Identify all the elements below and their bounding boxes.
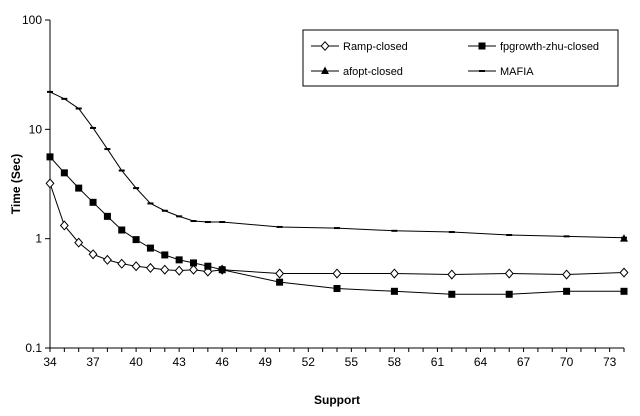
data-point	[620, 287, 628, 295]
data-point	[203, 266, 213, 277]
data-point	[160, 264, 170, 275]
x-tick-label: 34	[43, 355, 57, 369]
data-point	[145, 262, 155, 273]
data-point	[218, 266, 226, 274]
data-point	[447, 269, 457, 280]
x-tick-label: 61	[431, 355, 445, 369]
data-point	[190, 259, 197, 267]
data-point	[333, 285, 341, 293]
series-line	[49, 91, 625, 239]
x-tick-label: 58	[388, 355, 402, 369]
x-tick-label: 52	[302, 355, 316, 369]
y-axis-ticks: 0.1 1 10 100	[22, 13, 50, 355]
data-point	[563, 287, 571, 295]
series-fpgrowth-zhu-closed	[46, 153, 628, 298]
x-tick-label: 46	[216, 355, 230, 369]
x-tick-label: 73	[603, 355, 617, 369]
y-tick-label: 0.1	[25, 341, 42, 355]
x-tick-label: 64	[474, 355, 488, 369]
data-point	[389, 268, 399, 279]
legend-box	[302, 29, 619, 87]
y-tick-label: 100	[22, 13, 42, 27]
data-point	[102, 254, 112, 265]
data-point	[275, 268, 285, 279]
legend-item: Ramp-closed	[311, 40, 408, 53]
data-point	[46, 153, 54, 161]
legend-item: fpgrowth-zhu-closed	[468, 41, 599, 53]
series-mafia	[47, 90, 627, 239]
legend: Ramp-closed fpgrowth-zhu-closed afopt-clos…	[302, 29, 619, 87]
series-ramp-closed	[45, 178, 629, 280]
data-point	[59, 220, 69, 231]
legend-label: fpgrowth-zhu-closed	[500, 41, 599, 53]
data-point	[103, 212, 111, 220]
x-tick-label: 67	[517, 355, 531, 369]
legend-marker	[320, 40, 330, 52]
data-point	[89, 198, 97, 206]
data-point	[189, 264, 198, 275]
data-point	[88, 249, 98, 260]
x-tick-label: 55	[345, 355, 359, 369]
data-point	[75, 184, 83, 192]
legend-marker	[321, 66, 329, 74]
data-point	[562, 269, 572, 280]
y-tick-label: 10	[29, 122, 43, 136]
data-point	[175, 256, 183, 264]
x-tick-label: 49	[259, 355, 273, 369]
x-axis-ticks: 34 37 40 43 46 49 52 55 58 61 64 67 70 73	[43, 348, 625, 369]
data-point	[132, 236, 140, 244]
series-layer	[45, 90, 629, 298]
data-point	[60, 169, 68, 177]
data-point	[131, 261, 141, 272]
data-point	[146, 244, 154, 252]
data-point	[619, 267, 629, 278]
data-point	[174, 265, 184, 276]
y-axis-title: Time (Sec)	[9, 154, 23, 214]
y-tick-label: 1	[35, 232, 42, 246]
data-point	[276, 278, 284, 286]
legend-label: MAFIA	[500, 66, 534, 78]
x-tick-label: 40	[129, 355, 143, 369]
data-point	[118, 226, 126, 234]
data-point	[332, 268, 342, 279]
x-tick-label: 43	[172, 355, 186, 369]
data-point	[504, 268, 514, 279]
x-tick-label: 70	[560, 355, 574, 369]
data-point	[448, 290, 456, 298]
x-tick-label: 37	[86, 355, 100, 369]
data-point	[161, 251, 169, 259]
legend-label: Ramp-closed	[343, 41, 408, 53]
data-point	[390, 287, 398, 295]
data-point	[117, 258, 127, 269]
data-point	[204, 262, 212, 270]
legend-item: afopt-closed	[311, 66, 403, 78]
x-axis-title: Support	[314, 393, 360, 407]
data-point	[45, 178, 55, 189]
data-point	[74, 237, 84, 248]
legend-marker	[478, 42, 486, 50]
legend-label: afopt-closed	[343, 66, 403, 78]
legend-item: MAFIA	[468, 66, 534, 78]
data-point	[505, 290, 513, 298]
